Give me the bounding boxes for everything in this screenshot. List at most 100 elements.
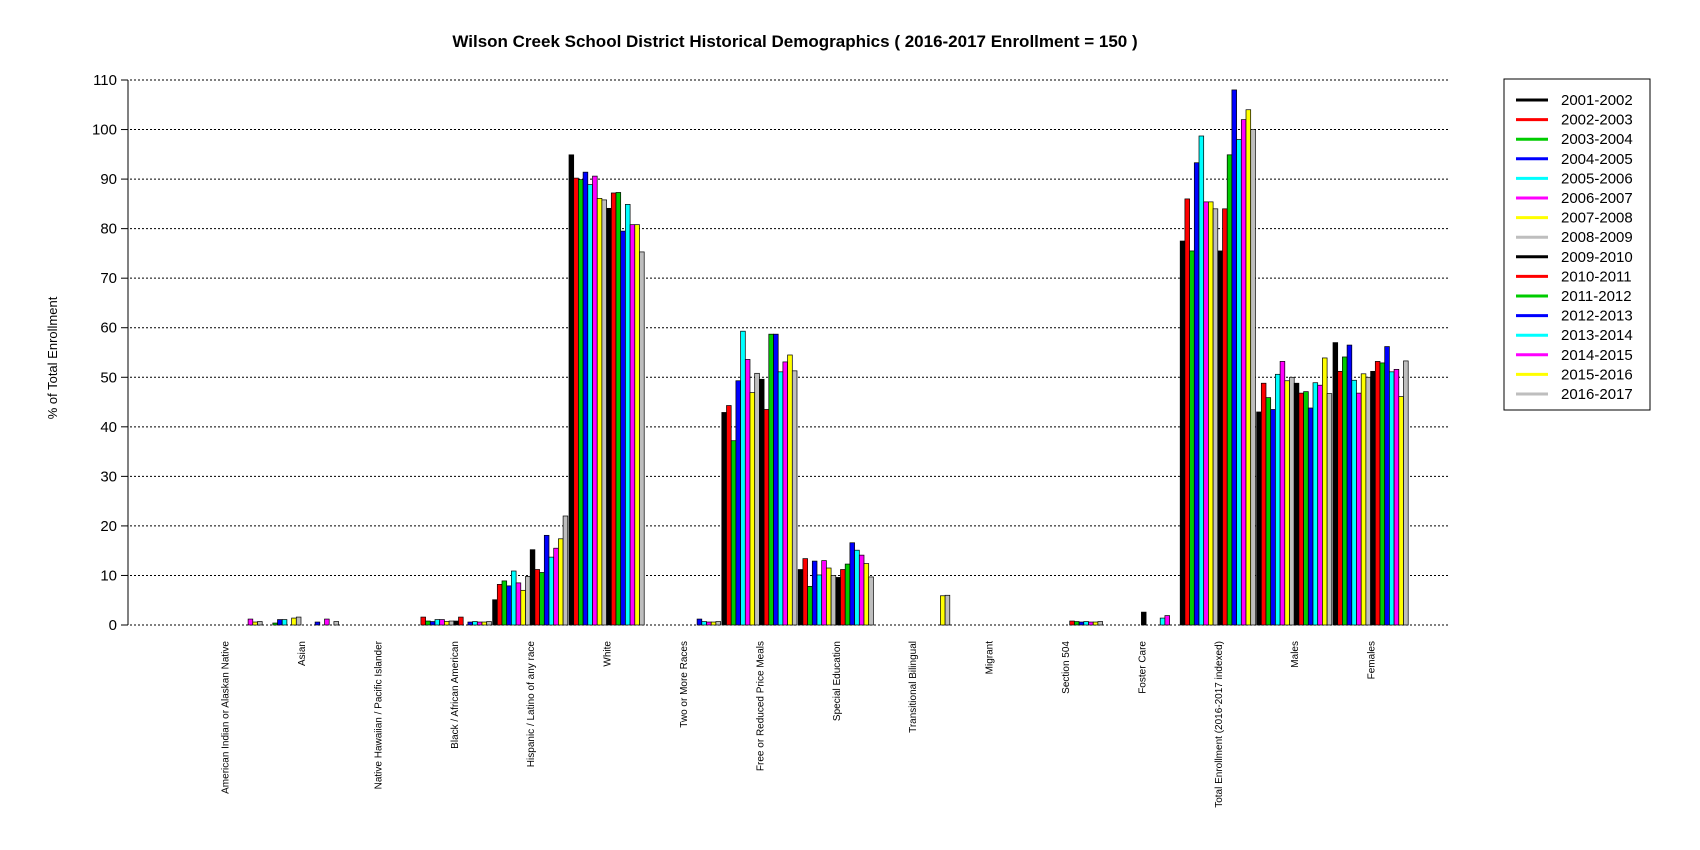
bar-group [797,542,874,626]
legend-label: 2001-2002 [1561,92,1633,109]
bar [1159,617,1166,626]
bar [1097,621,1103,626]
bar [324,618,330,626]
bar [281,619,288,626]
bar [1212,208,1219,626]
bar [458,616,464,626]
bar [629,224,636,626]
bar [1384,346,1390,626]
legend-label: 2007-2008 [1561,210,1633,227]
category-label: Special Education [832,641,843,721]
category-label: Hispanic / Latino of any race [526,641,537,768]
bar [1317,384,1323,626]
y-tick-label: 100 [92,122,117,139]
bar [1198,135,1205,626]
y-tick-label: 40 [100,419,117,436]
bar [639,251,645,626]
y-tick-label: 80 [100,221,117,238]
bar [1260,382,1267,626]
bar [940,595,946,626]
bar [1270,409,1276,626]
bar [515,582,522,626]
bar-group [1332,342,1409,626]
bar [1374,361,1381,626]
bar [610,192,617,626]
bar [295,616,302,626]
bar [467,621,473,626]
bar-group [696,618,721,626]
bar [1356,392,1362,626]
bar-group [568,154,645,626]
bar [520,589,526,626]
bar [868,576,874,626]
bar [272,622,278,626]
bar [826,567,832,626]
bar [863,563,870,626]
bar [1389,371,1395,626]
bar [1379,362,1386,626]
bar [840,569,846,626]
bar [543,534,550,626]
bar [573,177,579,626]
bar [835,577,841,626]
bar [701,621,707,626]
bar [529,549,536,626]
bar [1403,360,1409,626]
bar [1236,139,1242,626]
legend-label: 2010-2011 [1561,268,1632,285]
bar [807,586,813,626]
bar [1222,208,1228,626]
bar [448,620,455,626]
bar [1303,391,1309,626]
category-label: Black / African American [450,641,461,749]
bar [787,354,793,626]
bar [830,575,837,626]
legend-label: 2002-2003 [1561,112,1633,129]
bar [1083,621,1089,626]
bar [854,549,860,626]
bar [558,538,564,626]
bar [314,621,321,626]
bar [1184,198,1190,626]
bar [1256,411,1262,626]
bar [1074,621,1080,626]
bar [562,515,569,626]
y-tick-label: 70 [100,270,117,287]
bar [1322,357,1328,626]
bar [247,618,254,626]
y-tick-label: 30 [100,468,117,485]
legend-label: 2013-2014 [1561,327,1633,344]
bar [726,405,732,626]
category-label: Free or Reduced Price Meals [755,641,766,771]
bar [1293,382,1300,626]
bar-group [1141,611,1170,626]
bar [1240,119,1247,626]
category-label: Asian [297,641,308,666]
bar [1284,380,1290,626]
legend-label: 2011-2012 [1561,288,1632,305]
bar [578,179,584,626]
bar [453,620,459,626]
bar [291,617,297,626]
bar [481,621,488,626]
bar [1289,376,1295,626]
bar [821,560,827,626]
bar [1298,392,1304,626]
y-tick-label: 20 [100,518,117,535]
bar [620,230,626,626]
bar [553,547,559,626]
bar [844,563,851,626]
bar [768,333,774,626]
bar [587,184,593,626]
bar [1365,376,1371,626]
bar [1226,154,1233,626]
y-tick-label: 110 [93,72,117,89]
bar [1164,615,1170,626]
category-label: American Indian or Alaskan Native [221,641,232,794]
bar [773,333,779,626]
bar [730,440,737,626]
bar [1346,344,1353,626]
bar [782,361,788,626]
bar-group [272,616,339,626]
bar [1326,393,1333,626]
